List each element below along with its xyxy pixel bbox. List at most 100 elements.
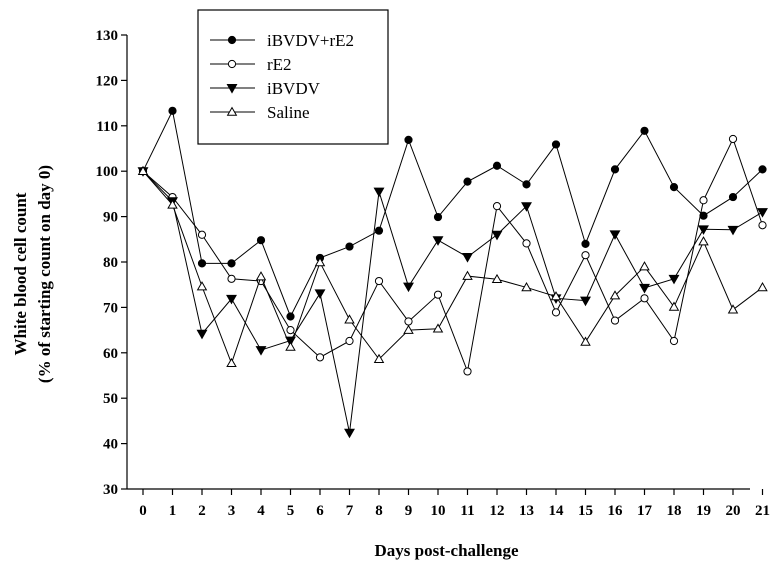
data-point <box>728 134 738 144</box>
data-point <box>492 202 502 211</box>
data-point <box>226 357 237 368</box>
x-tick-label: 2 <box>198 503 206 519</box>
y-axis: 30 40 50 60 70 80 90 100 110 120 130 <box>96 28 128 498</box>
x-tick-label: 19 <box>696 503 711 519</box>
y-tick-label: 30 <box>103 482 118 498</box>
x-tick-label: 17 <box>637 503 653 519</box>
x-tick-label: 15 <box>578 503 593 519</box>
y-tick-label: 90 <box>103 210 118 226</box>
y-tick-label: 60 <box>103 346 118 362</box>
x-tick-label: 16 <box>608 503 624 519</box>
data-point <box>491 273 503 284</box>
y-tick-label: 120 <box>96 73 119 89</box>
y-axis-title-line-2: (% of starting count on day 0) <box>35 165 54 383</box>
data-point <box>374 226 384 235</box>
x-tick-label: 10 <box>431 503 446 519</box>
data-point <box>197 230 207 239</box>
y-tick-label: 40 <box>103 437 118 453</box>
data-point <box>404 317 413 326</box>
data-point <box>462 270 473 280</box>
y-tick-label: 130 <box>96 28 119 44</box>
data-point <box>404 135 413 144</box>
legend: iBVDV+rE2 rE2 iBVDV Saline <box>197 9 389 145</box>
data-point <box>728 192 738 202</box>
data-point <box>610 165 620 174</box>
data-point <box>344 428 355 439</box>
data-point <box>492 161 502 170</box>
data-point <box>432 236 444 246</box>
x-tick-label: 5 <box>287 503 295 519</box>
x-tick-label: 13 <box>519 503 534 519</box>
data-point <box>196 329 208 340</box>
data-point <box>167 199 178 209</box>
x-tick-label: 3 <box>228 503 236 519</box>
series-ibvdv <box>137 167 768 439</box>
series-line <box>142 109 763 318</box>
data-point <box>610 316 620 325</box>
data-point <box>196 281 208 291</box>
data-point <box>433 290 443 299</box>
x-axis-title: Days post-challenge <box>374 541 518 560</box>
data-point <box>609 290 621 300</box>
data-point <box>314 289 326 299</box>
data-point <box>550 291 562 301</box>
x-tick-label: 14 <box>549 503 565 519</box>
data-point <box>286 312 295 321</box>
data-point <box>551 140 561 149</box>
x-tick-label: 21 <box>755 503 770 519</box>
x-tick-label: 8 <box>375 503 383 519</box>
data-point <box>344 314 355 324</box>
legend-label: Saline <box>267 103 310 122</box>
data-point <box>669 182 679 192</box>
legend-marker <box>226 106 238 116</box>
data-point <box>286 326 295 335</box>
data-point <box>758 221 767 230</box>
y-tick-label: 50 <box>103 391 118 407</box>
data-point <box>580 296 591 307</box>
data-point <box>640 126 649 135</box>
data-point <box>197 259 207 268</box>
data-point <box>521 282 532 292</box>
legend-entry: iBVDV+rE2 <box>210 31 354 50</box>
data-point <box>609 230 621 240</box>
x-tick-label: 0 <box>139 503 147 519</box>
series-re2 <box>138 134 767 376</box>
x-tick-label: 6 <box>316 503 324 519</box>
y-axis-title-line-1: White blood cell count <box>11 192 30 355</box>
data-point <box>699 196 708 205</box>
x-axis: 0 1 2 3 4 5 6 7 8 9 10 11 12 13 14 15 16 17 18 19 20 21 <box>127 488 770 519</box>
data-point <box>256 236 266 245</box>
data-point <box>580 336 591 346</box>
data-point <box>522 180 531 189</box>
legend-label: iBVDV <box>267 79 321 98</box>
legend-marker <box>227 35 237 45</box>
legend-entry: rE2 <box>210 55 292 74</box>
data-point <box>668 274 680 285</box>
data-point <box>757 208 768 218</box>
legend-marker <box>227 59 237 69</box>
data-point <box>373 187 385 198</box>
data-point <box>345 336 354 346</box>
x-tick-label: 4 <box>257 503 265 519</box>
x-tick-label: 7 <box>346 503 354 519</box>
data-point <box>227 274 236 283</box>
y-tick-label: 100 <box>96 164 119 180</box>
data-point <box>668 301 680 311</box>
data-point <box>522 239 531 248</box>
data-point <box>581 251 590 260</box>
plot-area <box>137 106 768 439</box>
x-tick-label: 11 <box>460 503 474 519</box>
data-point <box>374 276 384 286</box>
data-point <box>521 202 532 212</box>
data-point <box>314 257 326 267</box>
series-line <box>142 137 763 374</box>
data-point <box>758 165 767 174</box>
data-point <box>168 106 177 115</box>
legend-marker <box>226 84 238 94</box>
data-point <box>491 230 503 241</box>
data-point <box>639 283 650 294</box>
series-ibvdv-re2 <box>138 106 767 321</box>
data-point <box>581 239 590 248</box>
data-point <box>403 282 414 293</box>
data-point <box>433 212 443 222</box>
